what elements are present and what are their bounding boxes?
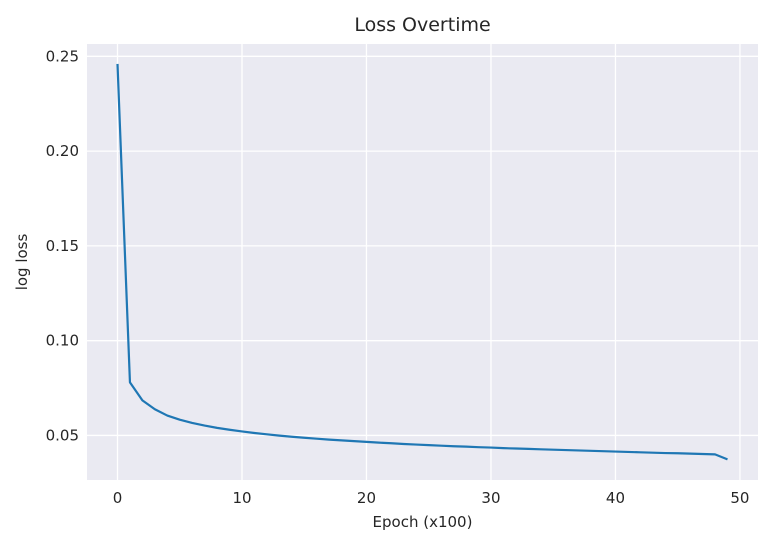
y-tick-label: 0.15 bbox=[46, 237, 79, 255]
y-axis-label: log loss bbox=[13, 234, 31, 291]
y-tick-label: 0.20 bbox=[46, 142, 79, 160]
y-gridlines bbox=[87, 55, 758, 437]
x-tick-label: 30 bbox=[481, 489, 500, 507]
plot-area bbox=[87, 44, 758, 480]
chart-title: Loss Overtime bbox=[354, 14, 490, 36]
x-tick-label: 50 bbox=[730, 489, 749, 507]
y-tick-labels: 0.05 0.10 0.15 0.20 0.25 bbox=[46, 47, 79, 444]
x-tick-label: 0 bbox=[113, 489, 123, 507]
y-tick-label: 0.25 bbox=[46, 47, 79, 65]
x-tick-label: 40 bbox=[606, 489, 625, 507]
x-tick-label: 10 bbox=[232, 489, 251, 507]
loss-series-line bbox=[116, 63, 728, 461]
y-tick-label: 0.05 bbox=[46, 426, 79, 444]
x-axis-label: Epoch (x100) bbox=[373, 513, 473, 531]
y-tick-label: 0.10 bbox=[46, 332, 79, 350]
x-tick-label: 20 bbox=[357, 489, 376, 507]
x-gridlines bbox=[116, 44, 741, 480]
x-tick-labels: 0 10 20 30 40 50 bbox=[113, 489, 750, 507]
